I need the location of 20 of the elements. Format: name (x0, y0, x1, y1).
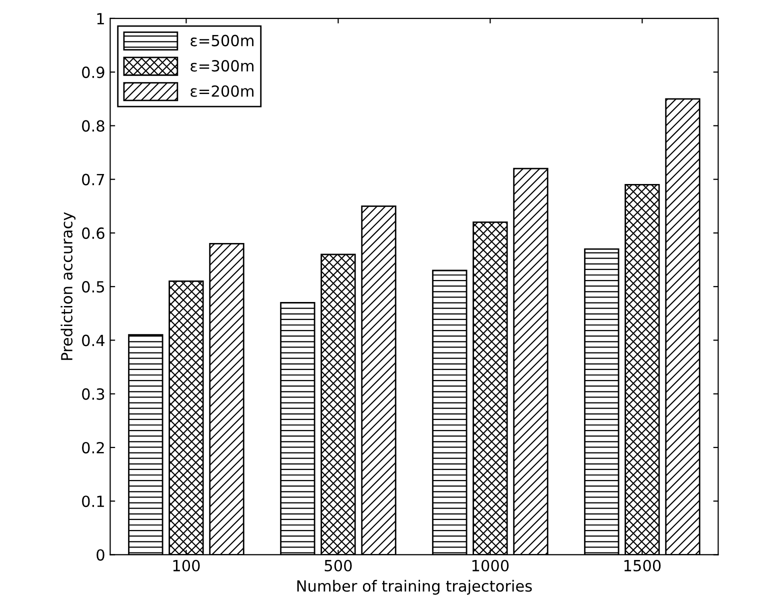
y-tick-label: 0 (96, 549, 104, 561)
legend-label: ε=300m (190, 60, 254, 72)
y-tick-label: 0.7 (82, 174, 104, 186)
x-tick-label: 500 (324, 560, 352, 572)
y-tick-label: 0.6 (82, 227, 104, 239)
y-tick-label: 0.1 (82, 496, 104, 508)
legend-label: ε=200m (190, 85, 254, 97)
y-tick-label: 0.2 (82, 442, 104, 454)
x-tick-label: 1000 (472, 560, 509, 572)
y-tick-label: 0.8 (82, 120, 104, 132)
y-tick-label: 0.3 (82, 388, 104, 400)
y-tick-label: 0.9 (82, 66, 104, 78)
x-axis-title: Number of training trajectories (297, 580, 532, 595)
x-tick-label: 100 (173, 560, 200, 572)
y-tick-label: 1 (97, 13, 104, 24)
y-axis-title: Prediction accuracy (60, 212, 76, 360)
y-tick-label: 0.5 (82, 281, 104, 293)
y-tick-label: 0.4 (82, 334, 104, 346)
legend-label: ε=500m (190, 34, 254, 46)
x-tick-label: 1500 (624, 560, 661, 572)
